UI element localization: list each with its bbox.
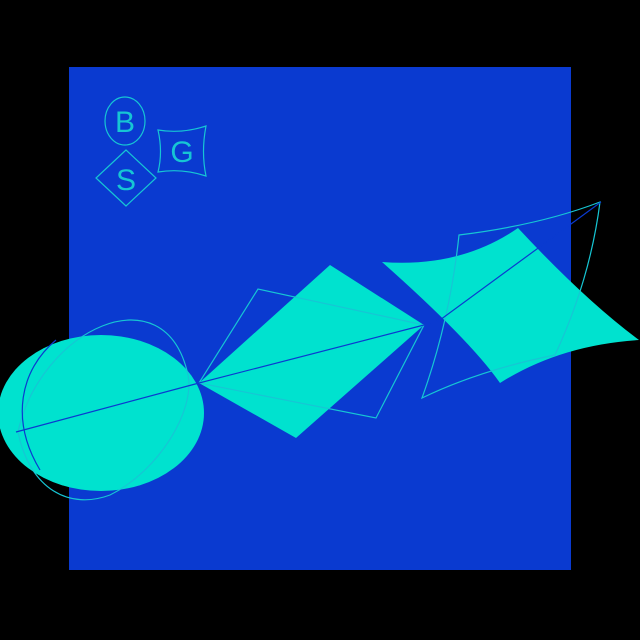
ellipse-inner-arc	[21, 339, 57, 471]
kite-outline	[420, 201, 601, 400]
logo-letter-s: S	[116, 164, 136, 197]
logo-g-frame	[157, 125, 207, 177]
logo-letter-b: B	[115, 106, 135, 139]
logo	[95, 96, 207, 207]
logo-s-diamond	[95, 149, 157, 207]
ellipse-outline-arc	[17, 319, 190, 501]
ellipse-shape	[0, 319, 204, 501]
ellipse-fill	[0, 335, 204, 491]
diamond-fill	[199, 265, 424, 438]
kite-shape	[382, 201, 639, 400]
logo-b-ellipse	[104, 96, 146, 146]
connecting-line	[15, 201, 602, 433]
logo-letter-g: G	[170, 136, 193, 169]
kite-fill	[382, 228, 639, 383]
